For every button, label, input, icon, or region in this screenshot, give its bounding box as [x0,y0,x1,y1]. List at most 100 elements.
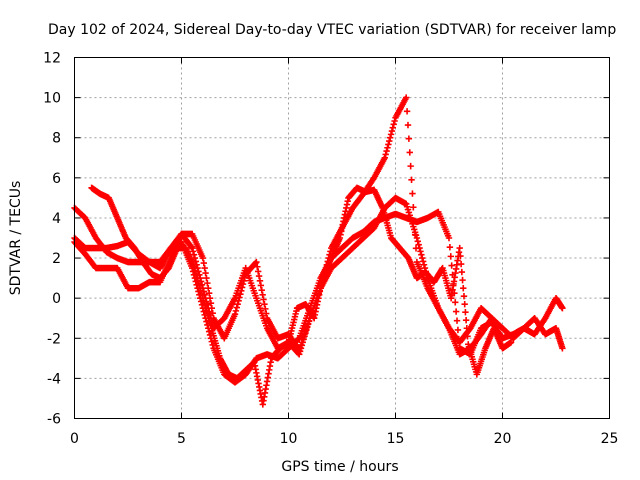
data-point [460,284,467,292]
data-point [233,304,240,311]
data-point [559,304,566,312]
data-point [190,251,198,258]
x-tick-label: 15 [387,431,405,447]
x-tick-label: 0 [70,431,79,447]
y-tick-label: 12 [43,51,61,67]
data-point [452,299,459,306]
x-tick-label: 25 [601,431,619,447]
data-point [408,176,415,184]
y-tick-label: -4 [47,371,61,387]
y-tick-label: 6 [52,171,61,187]
data-point [421,264,429,272]
data-point [209,310,216,317]
data-point [254,268,262,275]
data-point [406,149,413,156]
data-point [458,268,466,276]
data-point [387,131,395,138]
data-point [205,328,213,335]
data-point [189,248,197,255]
data-point [208,304,216,312]
data-point [206,294,214,302]
data-point [559,345,566,352]
data-points [71,94,566,408]
data-point [407,162,414,170]
data-point [202,269,209,277]
x-axis-title: GPS time / hours [281,459,398,475]
data-point [236,294,243,301]
data-point [457,260,465,268]
data-point [452,308,460,315]
data-point [261,300,268,308]
data-point [389,124,397,131]
series-track-3 [88,184,515,408]
data-point [382,151,389,158]
data-point [238,287,245,295]
data-point [252,259,259,267]
data-point [237,290,244,298]
data-point [205,284,212,292]
data-point [462,309,469,316]
data-point [405,135,413,142]
data-point [204,279,211,287]
data-point [417,248,424,255]
data-point [199,254,207,262]
data-point [488,315,495,322]
data-point [189,244,196,252]
y-tick-label: -6 [47,412,61,428]
data-point [462,317,470,324]
data-point [234,300,241,308]
series-track-4 [71,194,495,354]
axis-ticks [74,57,610,419]
chart-title: Day 102 of 2024, Sidereal Day-to-day VTE… [48,22,616,38]
data-point [253,258,260,266]
data-point [409,190,416,197]
data-point [422,268,430,275]
x-tick-label: 10 [280,431,298,447]
data-point [386,134,394,141]
data-point [200,259,207,267]
data-point [461,300,468,308]
data-point [241,274,249,281]
data-point [255,272,263,280]
data-point [456,244,463,252]
x-tick-label: 20 [494,431,512,447]
y-tick-label: -2 [47,331,61,347]
y-tick-label: 2 [52,251,61,267]
data-point [410,204,417,211]
data-point [254,263,261,270]
data-point [415,241,422,248]
data-point [208,338,216,345]
data-point [414,238,421,245]
data-point [448,262,455,269]
y-tick-label: 4 [52,211,61,227]
data-point [403,108,411,115]
data-point [240,277,248,284]
data-point [260,296,267,303]
x-tick-label: 5 [177,431,186,447]
y-axis-title: SDTVAR / TECUs [8,181,24,296]
data-point [257,282,265,289]
data-point [207,299,215,307]
data-point [445,234,453,242]
data-point [385,141,392,148]
data-point [259,291,266,299]
data-point [388,127,396,135]
data-point [487,314,495,321]
data-point [263,310,270,317]
data-point [419,258,427,265]
data-point [454,326,462,334]
data-point [238,284,246,291]
data-point [459,276,466,284]
data-point [419,254,426,262]
data-point [231,311,239,318]
data-point [404,121,412,129]
y-tick-label: 8 [52,131,61,147]
data-point [384,144,391,151]
data-point [262,305,269,313]
y-tick-label: 10 [43,91,61,107]
data-point [453,317,461,324]
data-point [403,94,410,101]
data-point [460,292,468,300]
data-point [383,147,390,155]
